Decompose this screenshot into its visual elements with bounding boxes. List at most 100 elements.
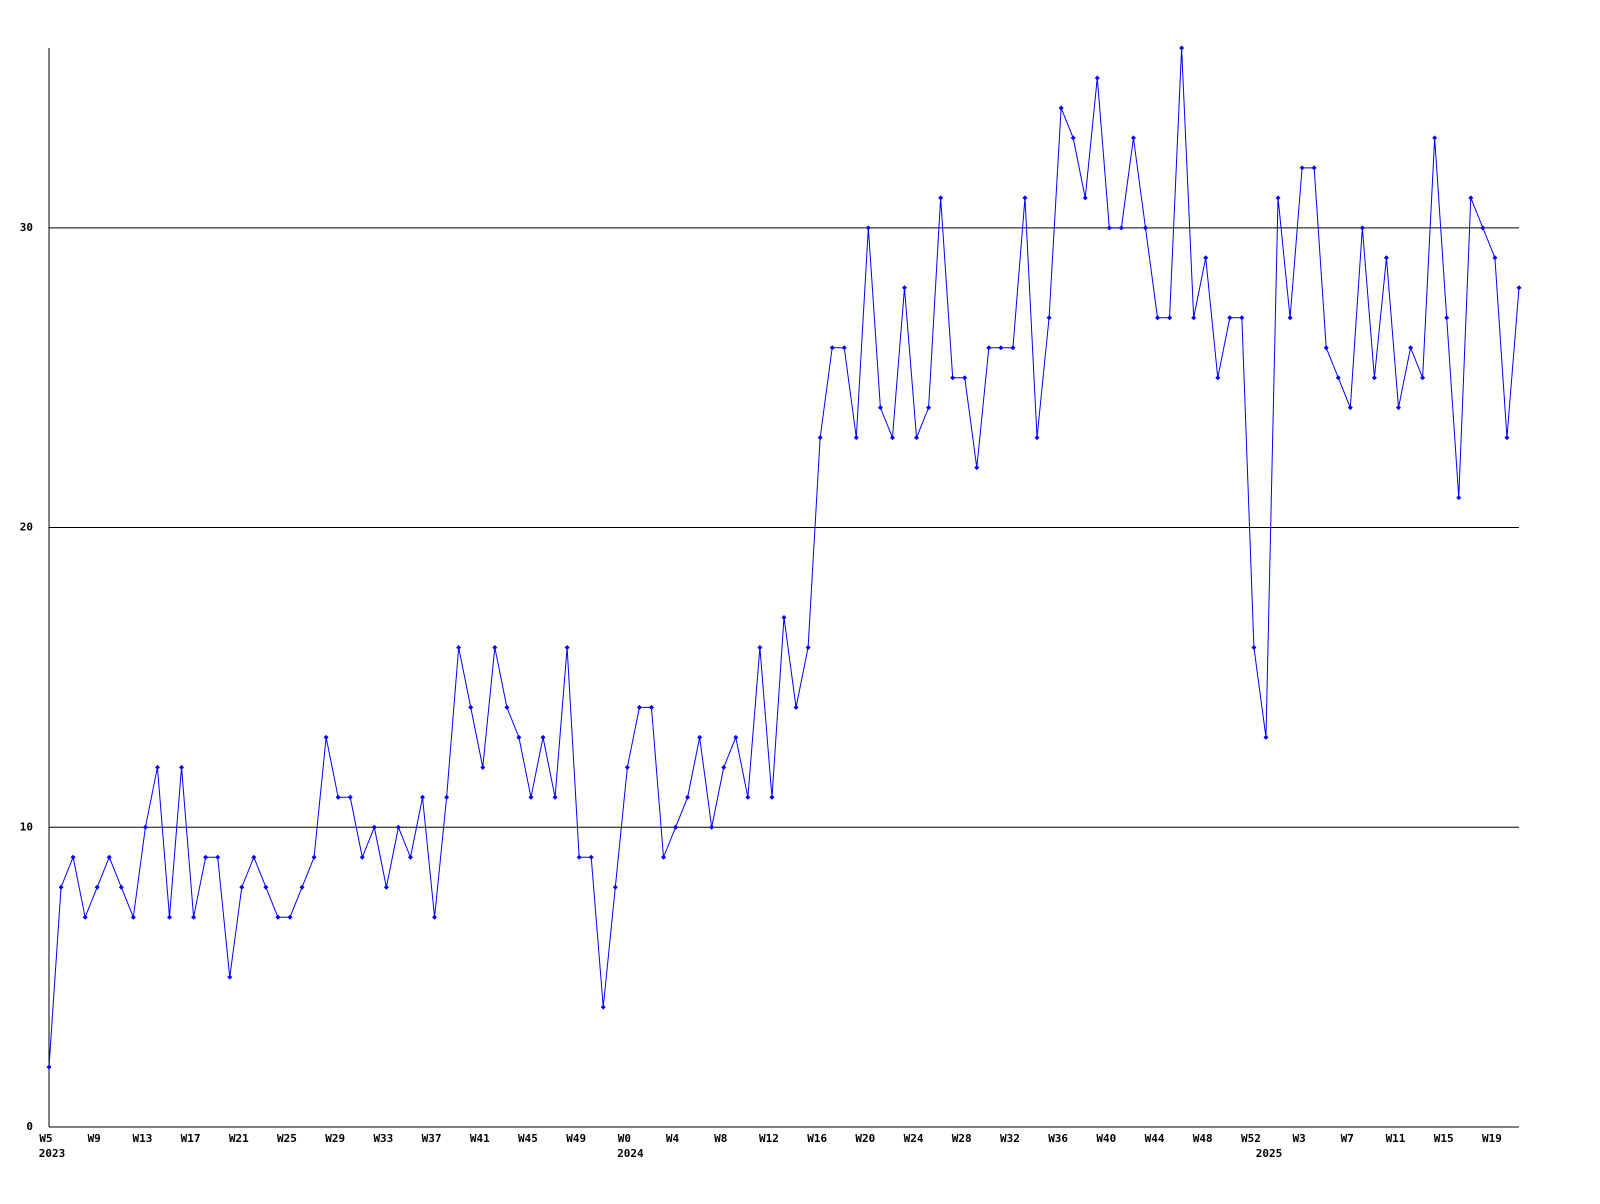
- data-point: [179, 764, 185, 770]
- data-point: [46, 1064, 52, 1070]
- x-tick-label: W44: [1145, 1132, 1165, 1145]
- data-point: [793, 704, 799, 710]
- x-tick-label: W48: [1193, 1132, 1213, 1145]
- data-point: [1155, 315, 1161, 321]
- x-tick-label: W19: [1482, 1132, 1502, 1145]
- data-point: [974, 465, 980, 471]
- data-point: [1275, 195, 1281, 201]
- data-point: [468, 704, 474, 710]
- data-point: [58, 884, 64, 890]
- data-point: [1203, 255, 1209, 261]
- data-point: [275, 914, 281, 920]
- data-point: [227, 974, 233, 980]
- data-point: [636, 704, 642, 710]
- x-tick-label: W32: [1000, 1132, 1020, 1145]
- data-point: [1468, 195, 1474, 201]
- data-point: [673, 824, 679, 830]
- x-tick-label: W45: [518, 1132, 538, 1145]
- x-tick-label: W20: [855, 1132, 875, 1145]
- y-tick-label: 20: [20, 521, 33, 534]
- data-point: [721, 764, 727, 770]
- data-point: [624, 764, 630, 770]
- data-point: [1130, 135, 1136, 141]
- data-point: [82, 914, 88, 920]
- data-point: [1323, 345, 1329, 351]
- data-point: [1022, 195, 1028, 201]
- data-point: [1396, 405, 1402, 411]
- data-point: [865, 225, 871, 231]
- data-point: [877, 405, 883, 411]
- x-tick-label: W11: [1386, 1132, 1406, 1145]
- data-point: [1263, 734, 1269, 740]
- data-point: [299, 884, 305, 890]
- x-tick-label: W37: [422, 1132, 442, 1145]
- x-tick-label: W49: [566, 1132, 586, 1145]
- data-point: [733, 734, 739, 740]
- data-point: [540, 734, 546, 740]
- x-tick-label: W52: [1241, 1132, 1261, 1145]
- data-point: [853, 435, 859, 441]
- y-tick-label: 10: [20, 820, 33, 833]
- data-point: [612, 884, 618, 890]
- data-point: [1046, 315, 1052, 321]
- data-point: [1347, 405, 1353, 411]
- data-point: [950, 375, 956, 381]
- data-point: [1359, 225, 1365, 231]
- x-tick-label: W41: [470, 1132, 490, 1145]
- x-tick-label: W17: [181, 1132, 201, 1145]
- x-tick-label: W28: [952, 1132, 972, 1145]
- data-point: [841, 345, 847, 351]
- y-tick-label: 0: [26, 1120, 33, 1133]
- data-point: [142, 824, 148, 830]
- data-point: [552, 794, 558, 800]
- data-point: [986, 345, 992, 351]
- data-point: [1082, 195, 1088, 201]
- x-tick-label: W12: [759, 1132, 779, 1145]
- x-tick-label: W8: [714, 1132, 727, 1145]
- data-point: [745, 794, 751, 800]
- data-point: [420, 794, 426, 800]
- data-point: [600, 1004, 606, 1010]
- data-point: [1215, 375, 1221, 381]
- data-point: [118, 884, 124, 890]
- data-point: [1311, 165, 1317, 171]
- data-point: [263, 884, 269, 890]
- data-point: [769, 794, 775, 800]
- data-point: [1432, 135, 1438, 141]
- data-point: [648, 704, 654, 710]
- data-point: [383, 884, 389, 890]
- data-point: [1058, 105, 1064, 111]
- x-year-label: 2023: [39, 1147, 66, 1160]
- data-point: [203, 854, 209, 860]
- data-point: [335, 794, 341, 800]
- data-point: [1371, 375, 1377, 381]
- data-point: [130, 914, 136, 920]
- x-tick-label: W25: [277, 1132, 297, 1145]
- data-point: [661, 854, 667, 860]
- data-point: [1239, 315, 1245, 321]
- data-point: [166, 914, 172, 920]
- data-point: [1299, 165, 1305, 171]
- data-point: [1094, 75, 1100, 81]
- x-tick-label: W16: [807, 1132, 827, 1145]
- x-tick-label: W4: [666, 1132, 680, 1145]
- x-tick-label: W7: [1341, 1132, 1354, 1145]
- data-point: [685, 794, 691, 800]
- data-point: [407, 854, 413, 860]
- data-point: [1492, 255, 1498, 261]
- data-point: [938, 195, 944, 201]
- data-point: [456, 644, 462, 650]
- data-point: [1106, 225, 1112, 231]
- data-point: [1516, 285, 1522, 291]
- data-point: [1179, 45, 1185, 51]
- data-point: [1480, 225, 1486, 231]
- data-point: [1287, 315, 1293, 321]
- data-point: [1227, 315, 1233, 321]
- data-point: [1504, 435, 1510, 441]
- data-point: [239, 884, 245, 890]
- data-point: [829, 345, 835, 351]
- data-point: [444, 794, 450, 800]
- data-point: [480, 764, 486, 770]
- data-point: [1167, 315, 1173, 321]
